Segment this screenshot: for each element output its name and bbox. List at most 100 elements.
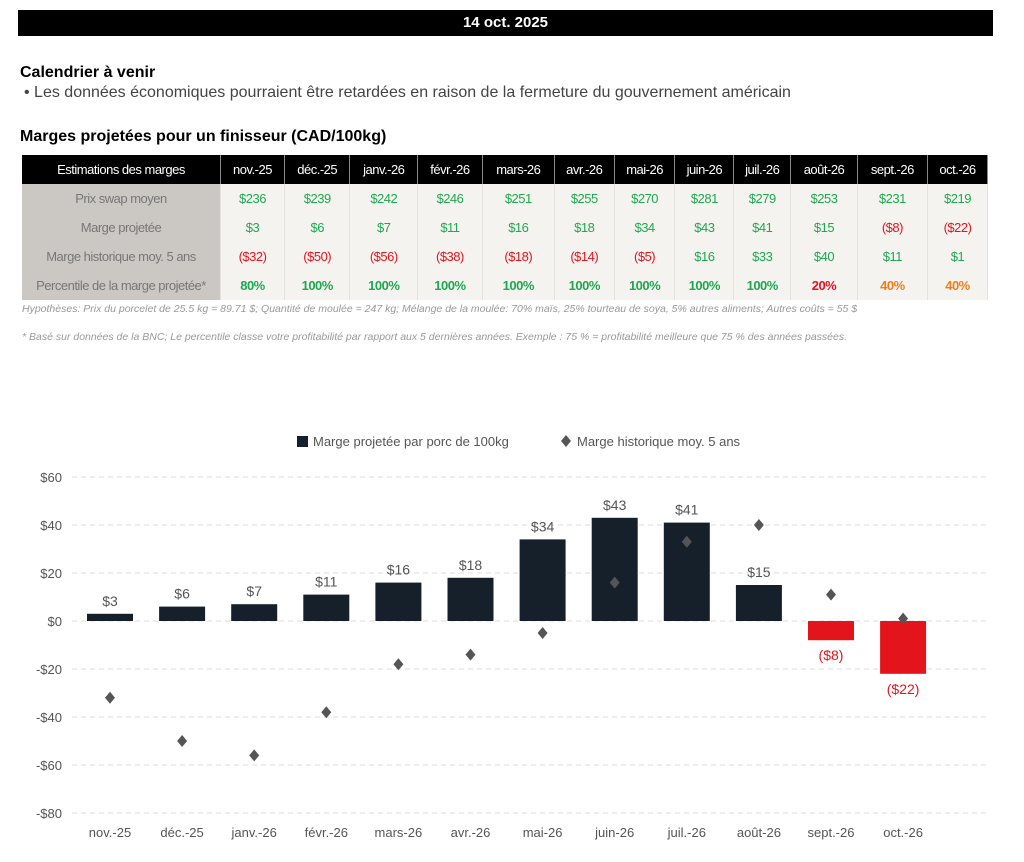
table-cell: 40% xyxy=(857,271,928,300)
table-month-header: oct.-26 xyxy=(927,155,989,184)
table-month-header: déc.-25 xyxy=(284,155,351,184)
bar-data-label: ($8) xyxy=(819,647,844,663)
historical-marker xyxy=(249,749,260,762)
table-cell: $236 xyxy=(220,184,285,213)
table-cell: $246 xyxy=(417,184,483,213)
table-cell: ($5) xyxy=(614,242,676,271)
x-tick-label: avr.-26 xyxy=(451,825,491,840)
legend-diamond-label: Marge historique moy. 5 ans xyxy=(577,434,741,449)
historical-marker xyxy=(465,648,476,661)
bar-data-label: ($22) xyxy=(887,681,920,697)
bar-data-label: $16 xyxy=(387,562,411,578)
table-month-header: avr.-26 xyxy=(554,155,615,184)
y-tick-label: $0 xyxy=(48,614,62,629)
footnote: * Basé sur données de la BNC; Le percent… xyxy=(22,331,848,343)
y-tick-label: -$80 xyxy=(36,806,62,821)
x-tick-label: oct.-26 xyxy=(883,825,923,840)
table-row: Marge projetée $3 $6 $7 $11 $16 $18 $34 $43 $41 $1… xyxy=(22,213,989,242)
table-cell: ($38) xyxy=(417,242,483,271)
table-cell: $11 xyxy=(417,213,483,242)
table-cell: 100% xyxy=(733,271,792,300)
historical-marker xyxy=(681,535,692,548)
x-tick-label: juil.-26 xyxy=(667,825,706,840)
x-tick-label: août-26 xyxy=(737,825,781,840)
table-cell: ($18) xyxy=(482,242,555,271)
table-month-header: juil.-26 xyxy=(733,155,792,184)
hypotheses-note: Hypothèses: Prix du porcelet de 25.5 kg … xyxy=(22,303,858,315)
x-tick-label: févr.-26 xyxy=(305,825,348,840)
y-tick-label: -$40 xyxy=(36,710,62,725)
table-cell: 100% xyxy=(482,271,555,300)
bar xyxy=(87,613,133,621)
table-month-header: août-26 xyxy=(790,155,858,184)
table-cell: $251 xyxy=(482,184,555,213)
legend-diamond-icon xyxy=(561,435,571,447)
bar xyxy=(447,577,494,621)
table-month-header: févr.-26 xyxy=(417,155,483,184)
y-tick-label: -$60 xyxy=(36,758,62,773)
bar-data-label: $3 xyxy=(102,593,118,609)
table-cell: $6 xyxy=(284,213,351,242)
x-tick-label: juin-26 xyxy=(594,825,634,840)
bar xyxy=(375,582,422,621)
table-cell: ($56) xyxy=(349,242,419,271)
margin-chart: $60 $40 $20 $0 -$20 -$40 -$60 -$80 $3 nov.-25 $6 dé… xyxy=(36,434,990,840)
table-cell: $15 xyxy=(790,213,858,242)
historical-marker xyxy=(898,612,909,625)
bar-data-label: $34 xyxy=(531,518,555,534)
bar-data-label: $11 xyxy=(315,574,338,590)
bar-data-label: $43 xyxy=(603,497,627,513)
row-label: Percentile de la marge projetée* xyxy=(22,271,221,300)
table-cell: 20% xyxy=(790,271,858,300)
table-cell: 80% xyxy=(220,271,285,300)
table-cell: $3 xyxy=(220,213,285,242)
table-month-header: janv.-26 xyxy=(349,155,419,184)
legend-bar-label: Marge projetée par porc de 100kg xyxy=(313,434,509,449)
bar xyxy=(519,539,566,621)
row-label: Prix swap moyen xyxy=(22,184,221,213)
bar-data-label: $6 xyxy=(174,586,190,602)
table-cell: ($50) xyxy=(284,242,351,271)
historical-marker xyxy=(537,627,548,639)
date-banner: 14 oct. 2025 xyxy=(18,10,993,36)
historical-marker xyxy=(393,658,404,671)
row-label: Marge historique moy. 5 ans xyxy=(22,242,221,271)
table-cell: $11 xyxy=(857,242,928,271)
bar xyxy=(303,594,350,621)
table-cell: $34 xyxy=(614,213,676,242)
table-cell: $219 xyxy=(927,184,989,213)
y-tick-label: $40 xyxy=(40,518,62,533)
table-cell: 100% xyxy=(284,271,351,300)
table-cell: 100% xyxy=(349,271,419,300)
legend-bar-swatch xyxy=(297,436,308,447)
historical-marker xyxy=(609,576,620,589)
table-cell: ($14) xyxy=(554,242,615,271)
margins-table: Estimations des marges nov.-25 déc.-25 janv… xyxy=(22,155,989,300)
table-cell: 100% xyxy=(674,271,735,300)
table-cell: $270 xyxy=(614,184,676,213)
historical-marker xyxy=(105,691,115,704)
table-header-label: Estimations des marges xyxy=(22,155,221,184)
bar xyxy=(808,621,854,641)
table-cell: $16 xyxy=(674,242,735,271)
table-cell: $16 xyxy=(482,213,555,242)
bar xyxy=(159,606,206,621)
table-cell: $253 xyxy=(790,184,858,213)
bar xyxy=(880,621,927,674)
table-row: Prix swap moyen $236 $239 $242 $246 $251 $255 $… xyxy=(22,184,989,213)
table-cell: $242 xyxy=(349,184,419,213)
bar xyxy=(231,604,278,621)
historical-marker xyxy=(321,706,332,719)
bar-data-label: $41 xyxy=(675,502,699,518)
table-cell: ($22) xyxy=(927,213,989,242)
calendar-bullet: • Les données économiques pourraient êtr… xyxy=(24,84,791,101)
table-month-header: juin-26 xyxy=(674,155,735,184)
y-tick-label: $60 xyxy=(40,470,62,485)
bar xyxy=(735,585,782,621)
table-cell: $279 xyxy=(733,184,792,213)
x-tick-label: janv.-26 xyxy=(231,825,277,840)
table-cell: $281 xyxy=(674,184,735,213)
table-month-header: sept.-26 xyxy=(857,155,928,184)
x-tick-label: déc.-25 xyxy=(160,825,203,840)
table-month-header: mai-26 xyxy=(614,155,676,184)
